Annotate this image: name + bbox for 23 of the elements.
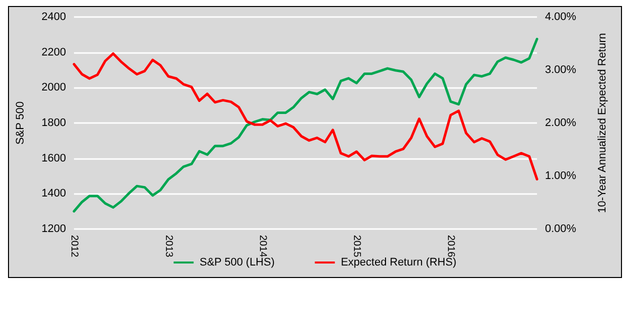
y-tick-label: 2200 [42,46,66,58]
line-series [72,38,538,213]
x-tick-label: 2012 [68,235,80,258]
legend-label: Expected Return (RHS) [340,256,456,268]
y-tick-label: 1800 [42,117,66,129]
y-tick-label: 2400 [42,11,66,23]
x-tick-label: 2014 [256,235,268,258]
y-tick-label: 1400 [42,188,66,200]
x-tick-label: 2015 [351,235,362,258]
y2-tick-label: 0.00% [545,223,576,235]
y-tick-label: 2000 [42,82,66,94]
y2-tick-label: 2.00% [545,117,576,129]
y-axis-title: S&P 500 [14,101,26,145]
y-tick-label: 1600 [42,152,66,164]
y-tick-label: 1200 [42,223,66,235]
y2-tick-label: 3.00% [545,64,576,76]
y2-tick-label: 1.00% [545,170,576,182]
legend-label: S&P 500 (LHS) [200,256,275,268]
y2-axis-title: 10-Year Annualized Expected Return [596,33,608,213]
x-tick-label: 2016 [445,235,456,258]
y2-tick-label: 4.00% [545,11,576,23]
x-tick-label: 2013 [162,235,174,258]
line-series [72,52,538,180]
